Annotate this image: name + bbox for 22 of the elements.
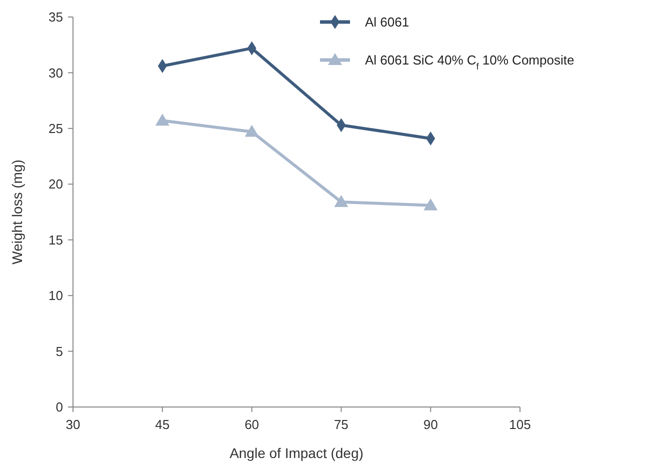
y-tick-label: 35 (48, 10, 63, 25)
y-tick-label: 30 (48, 65, 63, 80)
x-tick-label: 45 (155, 417, 170, 432)
y-axis-title: Weight loss (mg) (9, 160, 25, 264)
legend-label: Al 6061 SiC 40% C$_{f}$ 10% Composite (365, 52, 574, 72)
x-tick-label: 75 (334, 417, 348, 432)
y-tick-label: 5 (56, 344, 63, 359)
legend-label: Al 6061 (365, 14, 410, 30)
x-tick-label: 60 (244, 417, 260, 432)
point (244, 124, 259, 137)
y-tick-label: 0 (56, 400, 63, 415)
y-tick-label: 20 (48, 176, 63, 192)
x-axis-title: Angle of Impact (deg) (230, 445, 364, 461)
x-tick-label: 30 (66, 417, 80, 432)
y-tick-label: 10 (48, 288, 63, 304)
x-tick-label: 90 (423, 417, 438, 432)
point (424, 198, 438, 210)
point (334, 194, 348, 207)
y-tick-label: 15 (48, 232, 63, 248)
y-tick-label: 25 (48, 120, 63, 136)
x-tick-label: 105 (509, 417, 531, 432)
point (155, 114, 170, 126)
